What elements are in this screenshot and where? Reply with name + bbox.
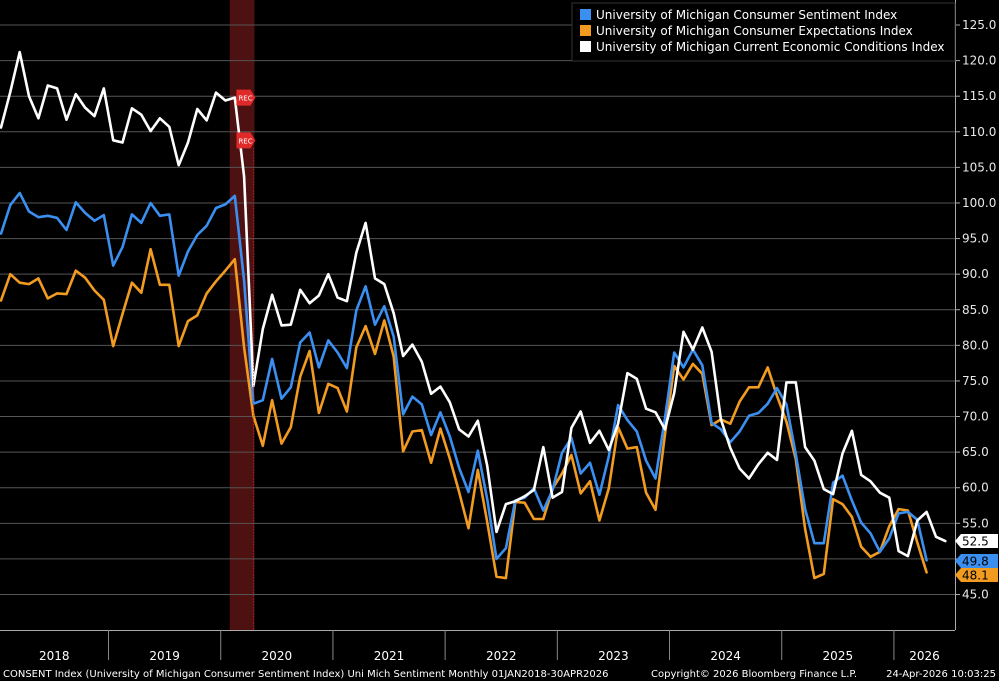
- recession-flag-text: REC: [238, 137, 252, 145]
- x-tick-label: 2020: [262, 649, 293, 663]
- legend-swatch: [580, 41, 591, 52]
- y-tick-label: 90.0: [962, 267, 989, 281]
- legend-label: University of Michigan Consumer Expectat…: [596, 24, 913, 38]
- last-value-label-0: 49.8: [955, 554, 998, 569]
- series-line-2: [0, 50, 947, 558]
- y-tick-label: 65.0: [962, 445, 989, 459]
- y-tick-label: 95.0: [962, 232, 989, 246]
- recession-flag-text: REC: [238, 95, 252, 103]
- footer-timestamp: 24-Apr-2026 10:03:25: [886, 669, 996, 680]
- legend-label: University of Michigan Consumer Sentimen…: [596, 8, 897, 22]
- x-tick-label: 2025: [823, 649, 854, 663]
- x-tick-label: 2024: [710, 649, 741, 663]
- recession-flag: REC: [236, 132, 256, 149]
- x-tick-label: 2019: [149, 649, 180, 663]
- y-tick-label: 105.0: [962, 160, 996, 174]
- x-tick-label: 2018: [39, 649, 70, 663]
- y-tick-label: 85.0: [962, 303, 989, 317]
- legend-swatch: [580, 25, 591, 36]
- last-value-text: 48.1: [962, 569, 989, 583]
- legend-box: [571, 2, 956, 62]
- y-tick-label: 75.0: [962, 374, 989, 388]
- legend-label: University of Michigan Current Economic …: [596, 40, 945, 54]
- recession-flag: REC: [236, 89, 256, 106]
- x-tick-label: 2021: [374, 649, 405, 663]
- x-tick-label: 2022: [486, 649, 517, 663]
- series-line-0: [0, 191, 928, 562]
- y-tick-label: 100.0: [962, 196, 996, 210]
- x-tick-label: 2026: [909, 649, 940, 663]
- y-tick-label: 45.0: [962, 588, 989, 602]
- last-value-text: 52.5: [962, 535, 989, 549]
- series-line-1: [0, 247, 928, 580]
- y-tick-label: 70.0: [962, 410, 989, 424]
- x-tick-label: 2023: [598, 649, 629, 663]
- footer-copyright: Copyright© 2026 Bloomberg Finance L.P.: [651, 669, 857, 680]
- y-tick-label: 120.0: [962, 54, 996, 68]
- y-tick-label: 110.0: [962, 125, 996, 139]
- y-tick-label: 125.0: [962, 18, 996, 32]
- footer-left-text: CONSENT Index (University of Michigan Co…: [3, 669, 608, 680]
- y-tick-label: 55.0: [962, 516, 989, 530]
- y-tick-label: 115.0: [962, 89, 996, 103]
- legend-swatch: [580, 9, 591, 20]
- y-tick-label: 60.0: [962, 481, 989, 495]
- last-value-label-1: 48.1: [955, 568, 998, 583]
- y-tick-label: 80.0: [962, 338, 989, 352]
- last-value-text: 49.8: [962, 555, 989, 569]
- last-value-label-2: 52.5: [955, 534, 998, 549]
